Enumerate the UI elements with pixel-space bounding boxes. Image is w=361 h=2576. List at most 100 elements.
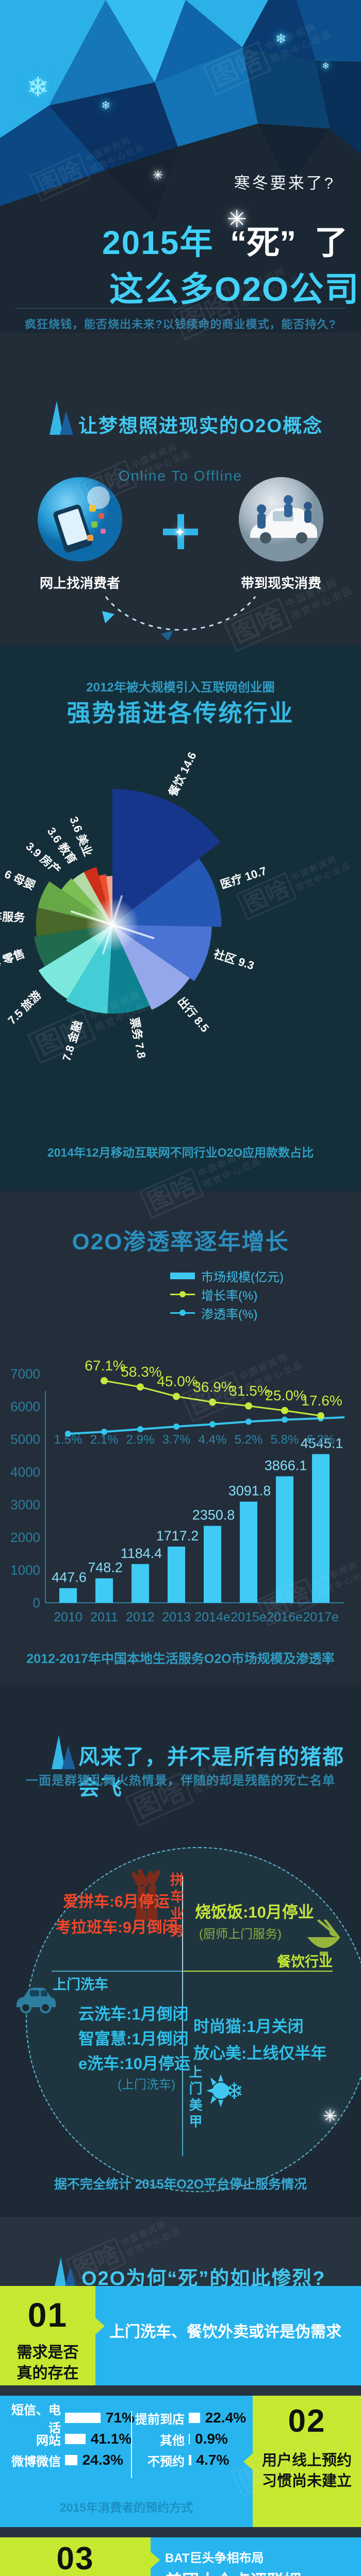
svg-text:❄: ❄ xyxy=(225,2079,244,2104)
header-subtitle: 疯狂烧钱，能否烧出未来?以钱续命的商业模式，能否持久? xyxy=(25,318,336,331)
market-bar-2016e xyxy=(276,1476,293,1603)
growth-label: 67.1% xyxy=(85,1358,125,1374)
pie-slice-医疗 xyxy=(112,858,222,927)
pie-label: 7.8 金融 xyxy=(60,1019,85,1062)
quadrant-divider-v xyxy=(182,1875,183,2156)
penetration-label: 4.4% xyxy=(199,1433,227,1447)
pie-section: 2012年被大规模引入互联网创业圈 强势插进各传统行业 餐饮 14.6 医疗 10… xyxy=(0,645,361,1191)
bar-value: 4.7% xyxy=(196,2452,229,2468)
pie-slice-餐饮 xyxy=(112,789,221,925)
title-quote-close: ” xyxy=(280,224,297,261)
bar-fill xyxy=(189,2413,200,2423)
bar-label: 网站 xyxy=(36,2433,61,2448)
death-caption: 据不完全统计 2015年O2O平台停止服务情况 xyxy=(54,2177,307,2192)
bar-value-label: 2350.8 xyxy=(192,1507,235,1523)
booking-bars-right: 提前到店 22.4% 其他 0.9% 不预约 4.7% xyxy=(135,2396,251,2527)
pie-kicker: 2012年被大规模引入互联网创业圈 xyxy=(86,681,275,694)
dining-item: 烧饭饭:10月停业 xyxy=(195,1903,314,1921)
card2-caption: 2015年消费者的预约方式 xyxy=(59,2501,193,2514)
bar-fill xyxy=(189,2455,191,2465)
rose-pie-chart: 餐饮 14.6 医疗 10.7 社区 9.3出行 8.5 票务 7.8 7.8 金融 7.… xyxy=(0,750,268,1063)
plus-icon: ✦ xyxy=(163,514,198,549)
y-tick-label: 4000 xyxy=(10,1464,40,1480)
manicure-quadrant-label: 上门美甲 xyxy=(187,2065,203,2131)
dining-quadrant-label: 餐饮行业 xyxy=(277,1954,333,1970)
bar-fill xyxy=(189,2434,190,2444)
card2-side-text: 用户线上预约 xyxy=(261,2452,352,2469)
growth-label: 17.6% xyxy=(301,1393,342,1409)
carpool-item: 考拉班车:9月倒闭 xyxy=(56,1919,178,1936)
card2-number: 02 xyxy=(288,2403,326,2439)
x-axis-label: 2011 xyxy=(90,1610,118,1624)
y-tick-label: 7000 xyxy=(10,1366,40,1382)
bar-label: 微博微信 xyxy=(11,2454,61,2469)
legend-bar-swatch xyxy=(170,1272,195,1279)
y-tick-label: 6000 xyxy=(10,1399,40,1414)
legend-label: 渗透率(%) xyxy=(201,1307,258,1321)
polygon-banner xyxy=(0,0,361,247)
card1-content-panel xyxy=(95,2286,361,2385)
pie-label: 票务 7.8 xyxy=(128,1016,149,1060)
card3-number-panel xyxy=(0,2537,151,2576)
market-bar-2013 xyxy=(168,1546,185,1603)
bar-row: 短信、电话 71% xyxy=(0,2403,135,2435)
bar-row: 微博微信 24.3% xyxy=(0,2452,134,2469)
growth-label: 45.0% xyxy=(157,1373,198,1389)
pie-slice-社区 xyxy=(112,925,212,981)
bar-value-label: 4545.1 xyxy=(301,1435,343,1451)
page-title-line2: 这么多O2O公司 xyxy=(109,270,360,308)
penetration-label: 5.2% xyxy=(235,1433,263,1447)
online-label: 网上找消费者 xyxy=(39,575,120,591)
bar-value-label: 748.2 xyxy=(88,1560,123,1575)
bar-fill xyxy=(65,2413,101,2423)
y-tick-label: 3000 xyxy=(10,1497,40,1513)
carpool-item: 爱拼车:6月停运 xyxy=(63,1893,170,1910)
reasons-section: O2O为何“死”的如此惨烈? 01 需求是否 真的存在 上门洗车、餐饮外卖或许是… xyxy=(0,2217,361,2576)
bar-value: 0.9% xyxy=(195,2431,228,2447)
reason-card-2: 02 用户线上预约 习惯尚未建立 短信、电话 71% 网站 41.1% 微博微信 24.3… xyxy=(0,2396,361,2527)
x-axis-label: 2017e xyxy=(303,1610,339,1624)
trend-legend: 市场规模(亿元) 增长率(%) 渗透率(%) xyxy=(170,1266,304,1322)
carwash-item: e洗车:10月停运 xyxy=(78,2055,191,2073)
growth-label: 58.3% xyxy=(121,1364,161,1380)
bar-value-label: 1184.4 xyxy=(121,1546,162,1561)
card3-number: 03 xyxy=(56,2541,94,2576)
bar-row: 网站 41.1% xyxy=(0,2431,134,2448)
bowl-icon xyxy=(307,1920,340,1956)
concept-heading: 让梦想照进现实的O2O概念 xyxy=(78,415,323,436)
page-title-line1: 2015年 “死” 了 xyxy=(102,216,348,264)
pie-title: 强势插进各传统行业 xyxy=(67,700,294,726)
legend-item-market: 市场规模(亿元) xyxy=(170,1266,304,1285)
card2-content-panel xyxy=(0,2396,253,2527)
bar-label: 不预约 xyxy=(147,2454,185,2469)
wind-heading: 风来了，并不是所有的猪都会飞 xyxy=(78,1745,344,1800)
card1-side-text: 真的存在 xyxy=(17,2365,79,2382)
card1-main-text: 上门洗车、餐饮外卖或许是伪需求 xyxy=(109,2324,341,2341)
y-tick-label: 0 xyxy=(33,1595,40,1611)
bar-value: 41.1% xyxy=(90,2431,132,2447)
exchange-arc xyxy=(102,596,256,641)
offline-label: 带到现实消费 xyxy=(240,575,321,591)
header-section: ❄ ❄ ❄ ❄ ✳ 寒冬要来了? 2015年 “死” 了 ✳ 这么多O2O公司 … xyxy=(0,0,361,333)
market-bar-2012 xyxy=(132,1564,149,1603)
growth-label: 25.0% xyxy=(265,1387,306,1403)
booking-divider xyxy=(131,2411,132,2478)
card3-line1: BAT巨头争相布局 xyxy=(165,2551,264,2565)
bar-value-label: 3866.1 xyxy=(265,1458,307,1473)
penetration-label: 5.8% xyxy=(271,1433,299,1447)
x-axis-label: 2010 xyxy=(54,1610,83,1624)
manicure-item: 时尚猫:1月关闭 xyxy=(193,2018,304,2036)
bar-value-label: 3091.8 xyxy=(228,1483,271,1499)
bar-value-label: 447.6 xyxy=(52,1570,87,1585)
title-dead: 死 xyxy=(247,224,280,261)
title-le: 了 xyxy=(314,224,348,261)
pie-label: 6 汽车服务 xyxy=(0,909,26,924)
card1-number: 01 xyxy=(27,2296,68,2334)
penetration-label: 2.1% xyxy=(90,1433,119,1447)
x-axis-label: 2013 xyxy=(162,1610,191,1624)
legend-label: 市场规模(亿元) xyxy=(201,1270,284,1284)
section-marker-icon xyxy=(54,2257,77,2291)
section-marker-icon xyxy=(52,1735,75,1769)
growth-label: 36.9% xyxy=(193,1379,234,1395)
pie-slice-出行 xyxy=(112,925,190,1010)
